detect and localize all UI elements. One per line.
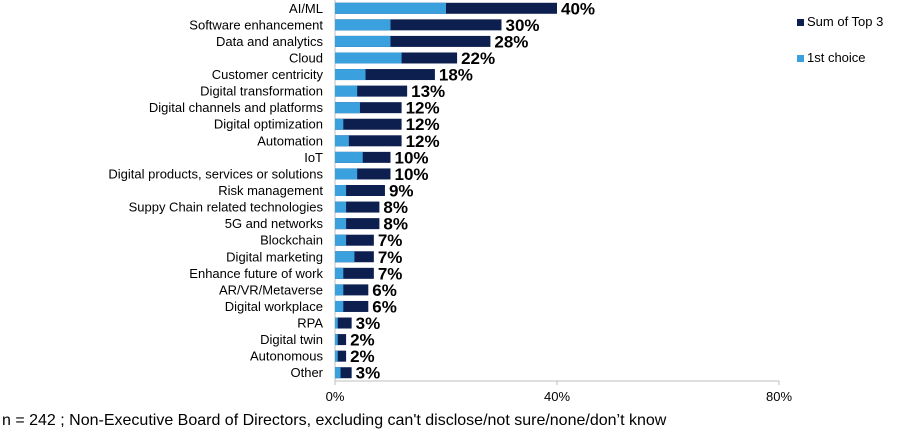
data-label: 30% bbox=[506, 16, 540, 35]
category-label: Enhance future of work bbox=[189, 266, 323, 281]
data-label: 3% bbox=[356, 364, 381, 383]
bar-sum-of-top-3 bbox=[335, 267, 374, 279]
category-label: Cloud bbox=[289, 50, 323, 65]
category-label: Digital transformation bbox=[200, 84, 323, 99]
category-label: Data and analytics bbox=[216, 34, 323, 49]
bar-1st-choice bbox=[335, 69, 366, 81]
data-label: 8% bbox=[383, 215, 408, 234]
bar-sum-of-top-3 bbox=[335, 118, 402, 130]
category-label: IoT bbox=[304, 150, 323, 165]
bar-sum-of-top-3 bbox=[335, 19, 502, 31]
bar-sum-of-top-3 bbox=[335, 284, 369, 296]
bar-sum-of-top-3 bbox=[335, 185, 385, 196]
bar-sum-of-top-3 bbox=[335, 350, 347, 362]
bar-1st-choice bbox=[335, 234, 347, 246]
bar-sum-of-top-3 bbox=[335, 300, 369, 312]
data-label: 18% bbox=[439, 66, 473, 85]
bar-sum-of-top-3 bbox=[335, 334, 347, 346]
data-label: 7% bbox=[378, 264, 403, 283]
category-label: Autonomous bbox=[250, 349, 323, 364]
data-label: 28% bbox=[494, 32, 528, 51]
data-label: 7% bbox=[378, 248, 403, 267]
category-label: Digital products, services or solutions bbox=[108, 166, 323, 181]
bar-1st-choice bbox=[335, 350, 338, 362]
bar-sum-of-top-3 bbox=[335, 135, 402, 147]
data-label: 2% bbox=[350, 347, 375, 366]
category-label: Digital twin bbox=[260, 332, 323, 347]
category-label: 5G and networks bbox=[225, 216, 324, 231]
bar-1st-choice bbox=[335, 267, 344, 279]
bar-1st-choice bbox=[335, 334, 338, 346]
x-tick-label: 80% bbox=[766, 389, 792, 404]
bar-1st-choice bbox=[335, 35, 391, 47]
bar-1st-choice bbox=[335, 367, 341, 379]
category-label: Automation bbox=[257, 133, 323, 148]
data-label: 13% bbox=[411, 82, 445, 101]
category-label: Digital optimization bbox=[214, 117, 323, 132]
bar-sum-of-top-3 bbox=[335, 69, 435, 81]
category-label: Other bbox=[290, 365, 323, 380]
category-label: Suppy Chain related technologies bbox=[129, 200, 324, 215]
data-label: 3% bbox=[356, 314, 381, 333]
data-label: 12% bbox=[406, 132, 440, 151]
footnote: n = 242 ; Non-Executive Board of Directo… bbox=[2, 412, 667, 429]
bar-1st-choice bbox=[335, 151, 363, 163]
category-label: Customer centricity bbox=[212, 67, 324, 82]
bar-1st-choice bbox=[335, 19, 391, 31]
data-label: 10% bbox=[395, 148, 429, 167]
data-label: 9% bbox=[389, 182, 414, 201]
bar-1st-choice bbox=[335, 201, 347, 213]
bar-sum-of-top-3 bbox=[335, 35, 491, 47]
bar-sum-of-top-3 bbox=[335, 168, 391, 180]
bar-sum-of-top-3 bbox=[335, 102, 402, 114]
legend-swatch bbox=[797, 55, 804, 62]
category-label: Digital channels and platforms bbox=[149, 100, 324, 115]
data-label: 10% bbox=[395, 165, 429, 184]
bar-1st-choice bbox=[335, 251, 355, 263]
legend-swatch bbox=[797, 19, 804, 26]
bar-sum-of-top-3 bbox=[335, 218, 380, 230]
category-label: AI/ML bbox=[289, 1, 323, 16]
category-label: Software enhancement bbox=[189, 17, 323, 32]
x-tick-label: 40% bbox=[544, 389, 570, 404]
data-label: 12% bbox=[406, 99, 440, 118]
data-label: 12% bbox=[406, 115, 440, 134]
bar-sum-of-top-3 bbox=[335, 201, 380, 213]
legend-label: 1st choice bbox=[807, 50, 866, 65]
category-label: RPA bbox=[297, 316, 323, 331]
category-label: Digital marketing bbox=[226, 249, 323, 264]
category-label: Risk management bbox=[218, 183, 323, 198]
data-label: 6% bbox=[372, 281, 397, 300]
legend-label: Sum of Top 3 bbox=[807, 14, 883, 29]
bar-sum-of-top-3 bbox=[335, 234, 374, 246]
x-tick-label: 0% bbox=[326, 389, 345, 404]
category-label: AR/VR/Metaverse bbox=[219, 282, 323, 297]
data-label: 6% bbox=[372, 297, 397, 316]
bar-1st-choice bbox=[335, 185, 347, 196]
bar-1st-choice bbox=[335, 317, 338, 329]
data-label: 2% bbox=[350, 331, 375, 350]
category-label: Digital workplace bbox=[225, 299, 323, 314]
bar-1st-choice bbox=[335, 218, 347, 230]
bar-1st-choice bbox=[335, 2, 446, 14]
bar-1st-choice bbox=[335, 102, 360, 114]
bar-1st-choice bbox=[335, 52, 402, 64]
data-label: 22% bbox=[461, 49, 495, 68]
bar-1st-choice bbox=[335, 300, 344, 312]
bar-1st-choice bbox=[335, 135, 349, 147]
bar-1st-choice bbox=[335, 118, 344, 130]
bar-sum-of-top-3 bbox=[335, 85, 408, 97]
bar-sum-of-top-3 bbox=[335, 367, 352, 379]
bar-1st-choice bbox=[335, 168, 358, 180]
bar-sum-of-top-3 bbox=[335, 317, 352, 329]
category-label: Blockchain bbox=[260, 233, 323, 248]
data-label: 7% bbox=[378, 231, 403, 250]
data-label: 8% bbox=[383, 198, 408, 217]
bar-1st-choice bbox=[335, 85, 358, 97]
bar-1st-choice bbox=[335, 284, 344, 296]
data-label: 40% bbox=[561, 0, 595, 18]
